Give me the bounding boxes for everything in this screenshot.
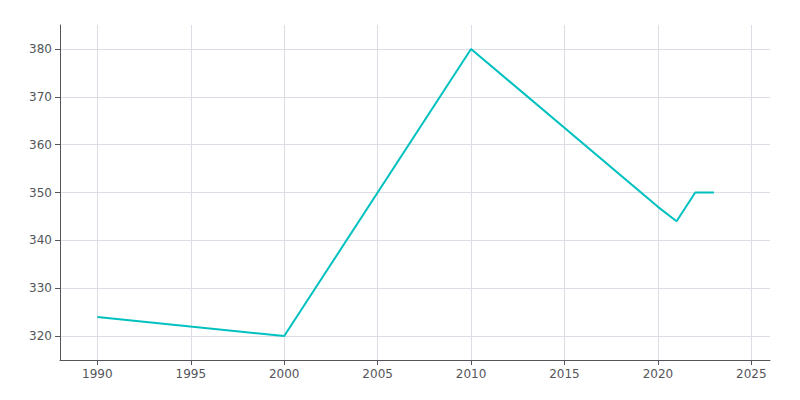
- svg-text:2020: 2020: [643, 367, 674, 381]
- svg-text:380: 380: [29, 42, 52, 56]
- svg-text:370: 370: [29, 90, 52, 104]
- svg-text:320: 320: [29, 329, 52, 343]
- svg-text:1990: 1990: [82, 367, 113, 381]
- svg-text:2025: 2025: [736, 367, 767, 381]
- svg-text:2000: 2000: [269, 367, 300, 381]
- svg-text:2015: 2015: [549, 367, 580, 381]
- svg-text:2005: 2005: [362, 367, 393, 381]
- svg-text:340: 340: [29, 233, 52, 247]
- svg-text:330: 330: [29, 281, 52, 295]
- svg-text:2010: 2010: [456, 367, 487, 381]
- svg-text:1995: 1995: [176, 367, 207, 381]
- svg-text:350: 350: [29, 186, 52, 200]
- svg-text:360: 360: [29, 138, 52, 152]
